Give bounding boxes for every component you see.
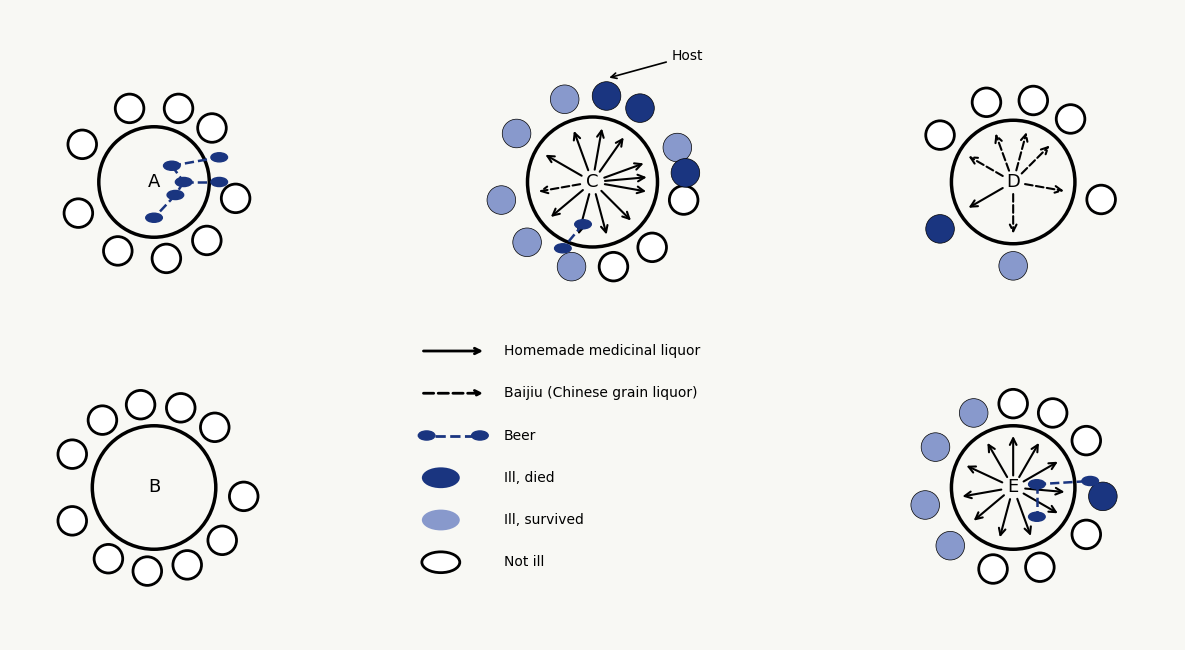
Ellipse shape xyxy=(166,393,196,422)
Ellipse shape xyxy=(94,545,123,573)
Circle shape xyxy=(167,190,184,200)
Circle shape xyxy=(422,467,460,488)
Ellipse shape xyxy=(671,159,699,187)
Ellipse shape xyxy=(911,491,940,519)
Ellipse shape xyxy=(979,554,1007,583)
Text: A: A xyxy=(148,173,160,191)
Ellipse shape xyxy=(670,186,698,214)
Ellipse shape xyxy=(600,252,628,281)
Text: Beer: Beer xyxy=(504,428,536,443)
Text: Ill, survived: Ill, survived xyxy=(504,513,583,527)
Ellipse shape xyxy=(1019,86,1048,115)
Ellipse shape xyxy=(133,557,161,586)
Ellipse shape xyxy=(487,186,515,214)
Circle shape xyxy=(422,552,460,573)
Text: Baijiu (Chinese grain liquor): Baijiu (Chinese grain liquor) xyxy=(504,386,697,400)
Ellipse shape xyxy=(972,88,1001,116)
Ellipse shape xyxy=(1025,553,1055,582)
Ellipse shape xyxy=(664,133,692,162)
Ellipse shape xyxy=(198,114,226,142)
Ellipse shape xyxy=(1087,185,1115,214)
Text: Homemade medicinal liquor: Homemade medicinal liquor xyxy=(504,344,700,358)
Ellipse shape xyxy=(58,506,87,535)
Circle shape xyxy=(164,161,180,170)
Text: B: B xyxy=(148,478,160,497)
Ellipse shape xyxy=(115,94,143,123)
Ellipse shape xyxy=(207,526,237,554)
Ellipse shape xyxy=(192,226,222,255)
Ellipse shape xyxy=(1072,520,1101,549)
Text: Ill, died: Ill, died xyxy=(504,471,555,485)
Ellipse shape xyxy=(550,85,579,114)
Ellipse shape xyxy=(1089,482,1117,511)
Ellipse shape xyxy=(103,237,132,265)
Circle shape xyxy=(1029,512,1045,521)
Ellipse shape xyxy=(960,398,988,427)
Circle shape xyxy=(472,431,488,440)
Ellipse shape xyxy=(230,482,258,511)
Circle shape xyxy=(146,213,162,222)
Ellipse shape xyxy=(222,184,250,213)
Ellipse shape xyxy=(88,406,117,434)
Ellipse shape xyxy=(58,440,87,469)
Text: Host: Host xyxy=(611,49,703,79)
Circle shape xyxy=(575,220,591,229)
Ellipse shape xyxy=(999,389,1027,418)
Ellipse shape xyxy=(999,252,1027,280)
Ellipse shape xyxy=(68,130,96,159)
Ellipse shape xyxy=(200,413,229,441)
Ellipse shape xyxy=(1056,105,1084,133)
Ellipse shape xyxy=(921,433,950,462)
Ellipse shape xyxy=(557,252,585,281)
Ellipse shape xyxy=(165,94,193,123)
Ellipse shape xyxy=(152,244,180,273)
Text: E: E xyxy=(1007,478,1019,497)
Ellipse shape xyxy=(64,199,92,228)
Circle shape xyxy=(1029,480,1045,489)
Ellipse shape xyxy=(127,391,155,419)
Ellipse shape xyxy=(626,94,654,122)
Circle shape xyxy=(418,431,435,440)
Circle shape xyxy=(211,153,228,162)
Circle shape xyxy=(555,244,571,253)
Ellipse shape xyxy=(638,233,666,262)
Ellipse shape xyxy=(1072,426,1101,455)
Text: C: C xyxy=(587,173,598,191)
Ellipse shape xyxy=(1038,398,1066,427)
Text: D: D xyxy=(1006,173,1020,191)
Ellipse shape xyxy=(502,119,531,148)
Ellipse shape xyxy=(513,228,542,257)
Text: Not ill: Not ill xyxy=(504,555,544,569)
Ellipse shape xyxy=(925,121,954,150)
Ellipse shape xyxy=(936,532,965,560)
Circle shape xyxy=(1082,476,1098,486)
Ellipse shape xyxy=(173,551,201,579)
Circle shape xyxy=(211,177,228,187)
Ellipse shape xyxy=(592,82,621,111)
Ellipse shape xyxy=(925,214,954,243)
Circle shape xyxy=(422,510,460,530)
Circle shape xyxy=(175,177,192,187)
